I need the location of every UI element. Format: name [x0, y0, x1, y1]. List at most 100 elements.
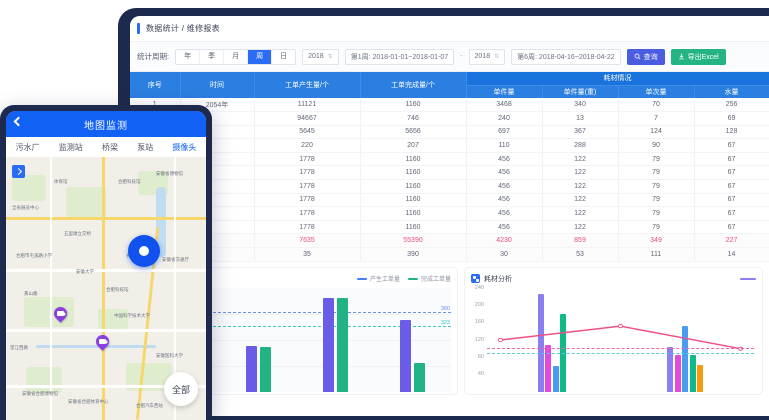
- table-header-group-row: 序号 时间 工单产生量/个 工单完成量/个 耗材情况: [130, 72, 769, 98]
- year-start-value: 2018: [308, 53, 324, 60]
- current-location-marker[interactable]: [128, 235, 160, 267]
- table-cell: 122: [542, 179, 619, 194]
- table-row[interactable]: 1778 1160 456 122 79 67: [130, 152, 769, 167]
- period-segmented-control[interactable]: 年 季 月 周 日: [175, 48, 297, 65]
- table-cell: 220: [254, 138, 361, 153]
- map-label-15: 合肥汽车西站: [136, 403, 163, 408]
- col-unit-weight[interactable]: 单件量(重): [542, 85, 619, 98]
- query-button[interactable]: 查询: [626, 48, 665, 65]
- map-label-4: 五里墩立交桥: [64, 231, 91, 236]
- mobile-screen: 地图监测 污水厂 监测站 桥梁 泵站 摄像头: [6, 111, 206, 420]
- reference-line: [487, 348, 754, 350]
- legend-item-consumable[interactable]: [740, 277, 756, 280]
- bar[interactable]: [260, 347, 271, 392]
- y-tick: 80: [477, 353, 484, 360]
- table-cell: 288: [542, 138, 619, 153]
- table-cell: 67: [694, 220, 769, 235]
- table-total-row: 合计 7635 55390 4230 859 349 227: [130, 233, 769, 249]
- consumable-chart-legend: [740, 277, 756, 280]
- bar[interactable]: [414, 363, 425, 392]
- col-unit-qty[interactable]: 单件量: [466, 85, 543, 98]
- table-body: 12054年1112111603468340702569466774624013…: [130, 98, 769, 235]
- bar[interactable]: [545, 344, 552, 392]
- period-option-week[interactable]: 周: [248, 49, 273, 64]
- tab-monitor-station[interactable]: 监测站: [58, 142, 83, 152]
- avg-created: 35: [254, 247, 361, 262]
- col-created[interactable]: 工单产生量/个: [254, 72, 361, 98]
- bar[interactable]: [246, 346, 257, 392]
- stepper-icon-2[interactable]: ⇅: [494, 54, 500, 60]
- camera-marker-1[interactable]: [51, 304, 70, 324]
- table-cell: 128: [694, 125, 769, 140]
- period-option-quarter[interactable]: 季: [200, 49, 225, 64]
- year-select-end[interactable]: 2018 ⇅: [468, 48, 506, 65]
- tab-bridge[interactable]: 桥梁: [101, 142, 118, 152]
- year-select-start[interactable]: 2018 ⇅: [302, 48, 339, 65]
- table-cell: 1160: [360, 193, 467, 208]
- bar[interactable]: [689, 355, 696, 392]
- table-row[interactable]: 1778 1160 456 122 79 67: [130, 220, 769, 235]
- table-cell: 1778: [254, 152, 361, 167]
- tab-camera[interactable]: 摄像头: [172, 142, 197, 152]
- back-arrow-icon[interactable]: [13, 116, 24, 127]
- legend-item-completed[interactable]: 完成工单量: [407, 274, 451, 283]
- stepper-icon[interactable]: ⇅: [327, 54, 333, 60]
- period-option-year[interactable]: 年: [176, 49, 201, 64]
- bar[interactable]: [400, 320, 411, 392]
- bar[interactable]: [552, 365, 559, 392]
- table-cell: 697: [466, 125, 543, 140]
- col-single-qty[interactable]: 单次量: [618, 85, 695, 98]
- bar[interactable]: [674, 355, 681, 392]
- map-all-button[interactable]: 全部: [164, 372, 198, 406]
- table-cell: 67: [694, 179, 769, 194]
- bar[interactable]: [323, 298, 334, 392]
- legend-item-created[interactable]: 产生工单量: [356, 274, 400, 283]
- table-row[interactable]: 1778 1160 456 122 79 67: [130, 179, 769, 194]
- bar[interactable]: [560, 313, 567, 392]
- col-time[interactable]: 时间: [180, 72, 255, 98]
- table-row[interactable]: 12054年111211160346834070256: [130, 98, 769, 113]
- tab-pump-station[interactable]: 泵站: [137, 142, 154, 152]
- avg-unit-qty: 30: [466, 247, 543, 262]
- week-range-end[interactable]: 第6周: 2018-04-16~2018-04-22: [511, 48, 621, 65]
- table-cell: 456: [466, 179, 543, 194]
- bar-group: [400, 288, 425, 392]
- table-row[interactable]: 1778 1160 456 122 79 67: [130, 165, 769, 181]
- tab-sewage-plant[interactable]: 污水厂: [15, 142, 40, 152]
- bar[interactable]: [682, 325, 689, 392]
- export-excel-button[interactable]: 导出Excel: [670, 48, 726, 65]
- period-option-day[interactable]: 日: [280, 52, 288, 60]
- bar[interactable]: [537, 294, 544, 392]
- table-cell: 456: [466, 165, 543, 181]
- year-end-value: 2018: [474, 53, 491, 60]
- table-cell: 207: [360, 138, 467, 153]
- week-range-start[interactable]: 第1周: 2018-01-01~2018-01-07: [344, 48, 455, 65]
- table-row[interactable]: 1778 1160 456 122 79 67: [130, 206, 769, 221]
- col-water-qty[interactable]: 水量: [694, 85, 769, 98]
- table-row[interactable]: 5645 5656 697 367 124 128: [130, 125, 769, 140]
- reference-label-360: 360: [440, 305, 450, 312]
- legend-swatch-created: [356, 277, 367, 280]
- y-tick: 120: [474, 336, 484, 343]
- table-cell: 1778: [254, 220, 361, 235]
- map-label-7: 黄山路: [24, 291, 38, 296]
- mobile-header: 地图监测: [6, 111, 206, 137]
- col-completed[interactable]: 工单完成量/个: [360, 72, 467, 98]
- table-cell: 79: [618, 152, 695, 167]
- col-index[interactable]: 序号: [130, 72, 181, 98]
- map-canvas[interactable]: 全省展览中心 体育馆 合肥科技馆 安徽省博物馆 五里墩立交桥 合肥市屯溪路小学 …: [6, 157, 206, 420]
- consumable-y-axis: 240 200 160 120 80 40: [471, 285, 485, 392]
- table-row[interactable]: 1778 1160 456 122 79 67: [130, 193, 769, 208]
- camera-icon: [57, 310, 66, 316]
- camera-marker-2[interactable]: [93, 332, 112, 352]
- table-cell: 11121: [254, 98, 361, 113]
- table-row[interactable]: 220 207 110 288 90 67: [130, 138, 769, 153]
- period-label: 统计周期:: [137, 52, 170, 61]
- table-row[interactable]: 94667 746 240 13 7 69: [130, 111, 769, 126]
- table-cell: 1778: [254, 193, 361, 208]
- bar[interactable]: [667, 346, 674, 392]
- bar[interactable]: [337, 298, 348, 392]
- bar[interactable]: [697, 364, 704, 392]
- map-expand-button[interactable]: [12, 165, 25, 178]
- period-option-month[interactable]: 月: [224, 49, 249, 64]
